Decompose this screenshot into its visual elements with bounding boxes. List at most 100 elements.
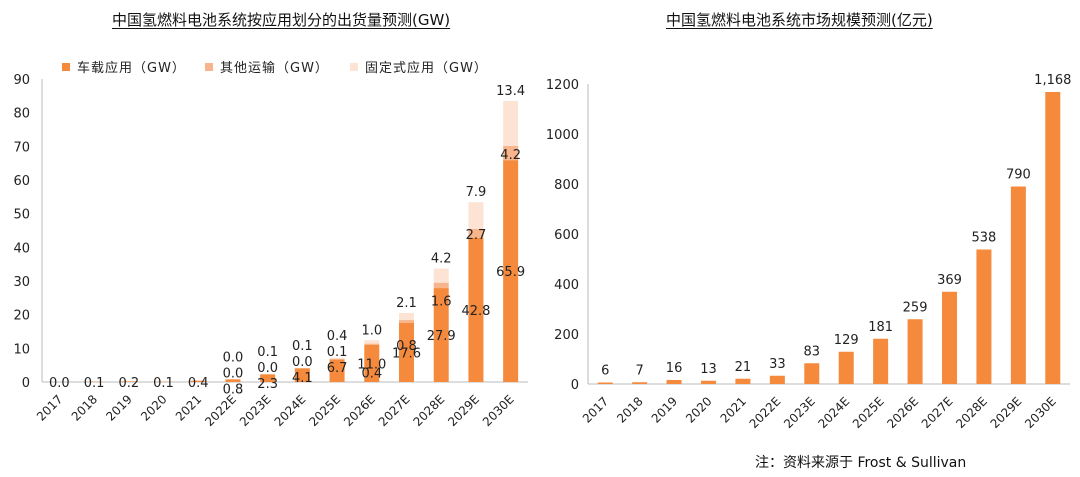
left-label-transport: 0.0: [257, 361, 278, 376]
right-data-label: 538: [972, 231, 997, 246]
legend-label-3: 固定式应用（GW）: [365, 60, 488, 76]
right-data-label: 369: [937, 273, 962, 288]
right-bar-2019: [666, 380, 682, 384]
right-x-tick-label: 2021: [718, 394, 749, 425]
right-bar-2022E: [769, 375, 785, 384]
left-x-tick-label: 2029E: [445, 392, 482, 429]
left-bar-2-2026E: [364, 343, 380, 345]
left-label-transport: 2.7: [466, 228, 487, 243]
left-label-stationary: 4.2: [431, 252, 452, 267]
left-x-tick-label: 2023E: [237, 392, 274, 429]
left-label-stationary: 1.0: [361, 323, 382, 338]
left-x-tick-label: 2025E: [306, 392, 343, 429]
left-bar-3-2025E: [329, 357, 345, 360]
left-label-stationary: 13.4: [496, 84, 525, 99]
left-x-tick-label: 2028E: [410, 392, 447, 429]
left-bar-1-2027E: [399, 322, 414, 382]
left-label-stationary: 0.0: [223, 350, 244, 365]
left-label-vehicle: 0.4: [188, 376, 209, 391]
left-bar-2-2029E: [468, 228, 484, 238]
left-label-stationary: 0.1: [292, 339, 313, 354]
right-y-tick-label: 200: [554, 328, 579, 343]
right-bar-2017: [597, 382, 613, 384]
left-bar-3-2029E: [468, 202, 484, 229]
right-x-tick-label: 2029E: [988, 394, 1025, 431]
left-x-tick-label: 2017: [34, 392, 65, 423]
right-x-tick-label: 2027E: [919, 394, 956, 431]
right-x-tick-label: 2030E: [1022, 394, 1059, 431]
right-bar-2027E: [942, 291, 957, 384]
right-x-tick-label: 2024E: [815, 394, 852, 431]
right-data-label: 83: [804, 344, 821, 359]
left-x-tick-label: 2021: [173, 392, 204, 423]
right-x-tick-label: 2018: [614, 394, 645, 425]
left-bar-3-2028E: [433, 268, 449, 283]
left-x-tick-label: 2027E: [376, 392, 413, 429]
left-label-transport: 0.4: [361, 366, 382, 381]
right-bar-2024E: [838, 351, 854, 384]
right-data-label: 790: [1006, 168, 1031, 183]
left-label-vehicle: 42.8: [461, 304, 490, 319]
legend-swatch-3: [350, 63, 358, 71]
left-x-tick-label: 2019: [103, 392, 134, 423]
right-chart-title: 中国氢燃料电池系统市场规模预测(亿元): [666, 11, 933, 29]
left-x-tick-label: 2022E: [202, 392, 239, 429]
legend-label-1: 车载应用（GW）: [77, 60, 186, 76]
left-label-vehicle: 0.2: [118, 376, 139, 391]
left-y-tick-label: 0: [22, 376, 30, 391]
right-x-tick-label: 2028E: [953, 394, 990, 431]
left-bar-1-2029E: [468, 237, 484, 382]
right-x-tick-label: 2023E: [781, 394, 818, 431]
left-label-vehicle: 11.0: [357, 357, 386, 372]
right-x-tick-label: 2022E: [747, 394, 784, 431]
right-data-label: 1,168: [1034, 73, 1071, 88]
left-x-tick-label: 2030E: [480, 392, 517, 429]
left-x-tick-label: 2020: [138, 392, 169, 423]
left-y-tick-label: 90: [13, 73, 30, 88]
legend-swatch-2: [205, 63, 213, 71]
left-label-transport: 0.0: [292, 355, 313, 370]
right-data-label: 129: [834, 333, 859, 348]
left-bar-2-2027E: [399, 320, 414, 323]
right-bar-2026E: [907, 319, 923, 384]
left-label-vehicle: 0.8: [223, 382, 244, 397]
right-bar-2021: [735, 378, 751, 384]
left-label-vehicle: 0.0: [49, 376, 70, 391]
right-data-label: 259: [903, 300, 928, 315]
left-label-stationary: 0.1: [257, 345, 278, 360]
left-bar-1-2022E: [225, 379, 241, 382]
legend-swatch-1: [62, 63, 70, 71]
left-bar-2-2030E: [503, 145, 519, 161]
left-chart-title: 中国氢燃料电池系统按应用划分的出货量预测(GW): [112, 11, 451, 29]
left-x-tick-label: 2024E: [272, 392, 309, 429]
right-x-tick-label: 2019: [649, 394, 680, 425]
right-bar-2029E: [1010, 186, 1026, 384]
right-y-tick-label: 1200: [546, 78, 579, 93]
left-label-vehicle: 6.7: [327, 361, 348, 376]
left-bar-2-2028E: [433, 282, 449, 289]
right-bar-2028E: [976, 249, 992, 384]
left-label-transport: 1.6: [431, 295, 452, 310]
left-bar-3-2027E: [399, 312, 414, 321]
right-x-tick-label: 2017: [580, 394, 611, 425]
left-bar-3-2026E: [364, 340, 380, 344]
right-x-tick-label: 2020: [683, 394, 714, 425]
left-label-transport: 0.8: [396, 339, 417, 354]
legend-label-2: 其他运输（GW）: [220, 60, 329, 76]
left-y-tick-label: 60: [13, 174, 30, 189]
left-label-vehicle: 2.3: [257, 377, 278, 392]
left-bar-1-2028E: [433, 288, 449, 382]
left-y-tick-label: 10: [13, 342, 30, 357]
right-bar-2020: [701, 380, 716, 384]
left-bar-1-2019: [121, 381, 137, 382]
left-y-tick-label: 70: [13, 140, 30, 155]
right-data-label: 7: [636, 363, 644, 378]
left-label-stationary: 7.9: [466, 185, 487, 200]
right-bar-2023E: [804, 363, 820, 384]
left-bar-1-2024E: [294, 368, 310, 382]
left-label-vehicle: 65.9: [496, 265, 525, 280]
right-data-label: 21: [735, 360, 752, 375]
left-label-transport: 0.1: [327, 345, 348, 360]
left-y-tick-label: 20: [13, 309, 30, 324]
right-bar-2018: [632, 382, 648, 384]
